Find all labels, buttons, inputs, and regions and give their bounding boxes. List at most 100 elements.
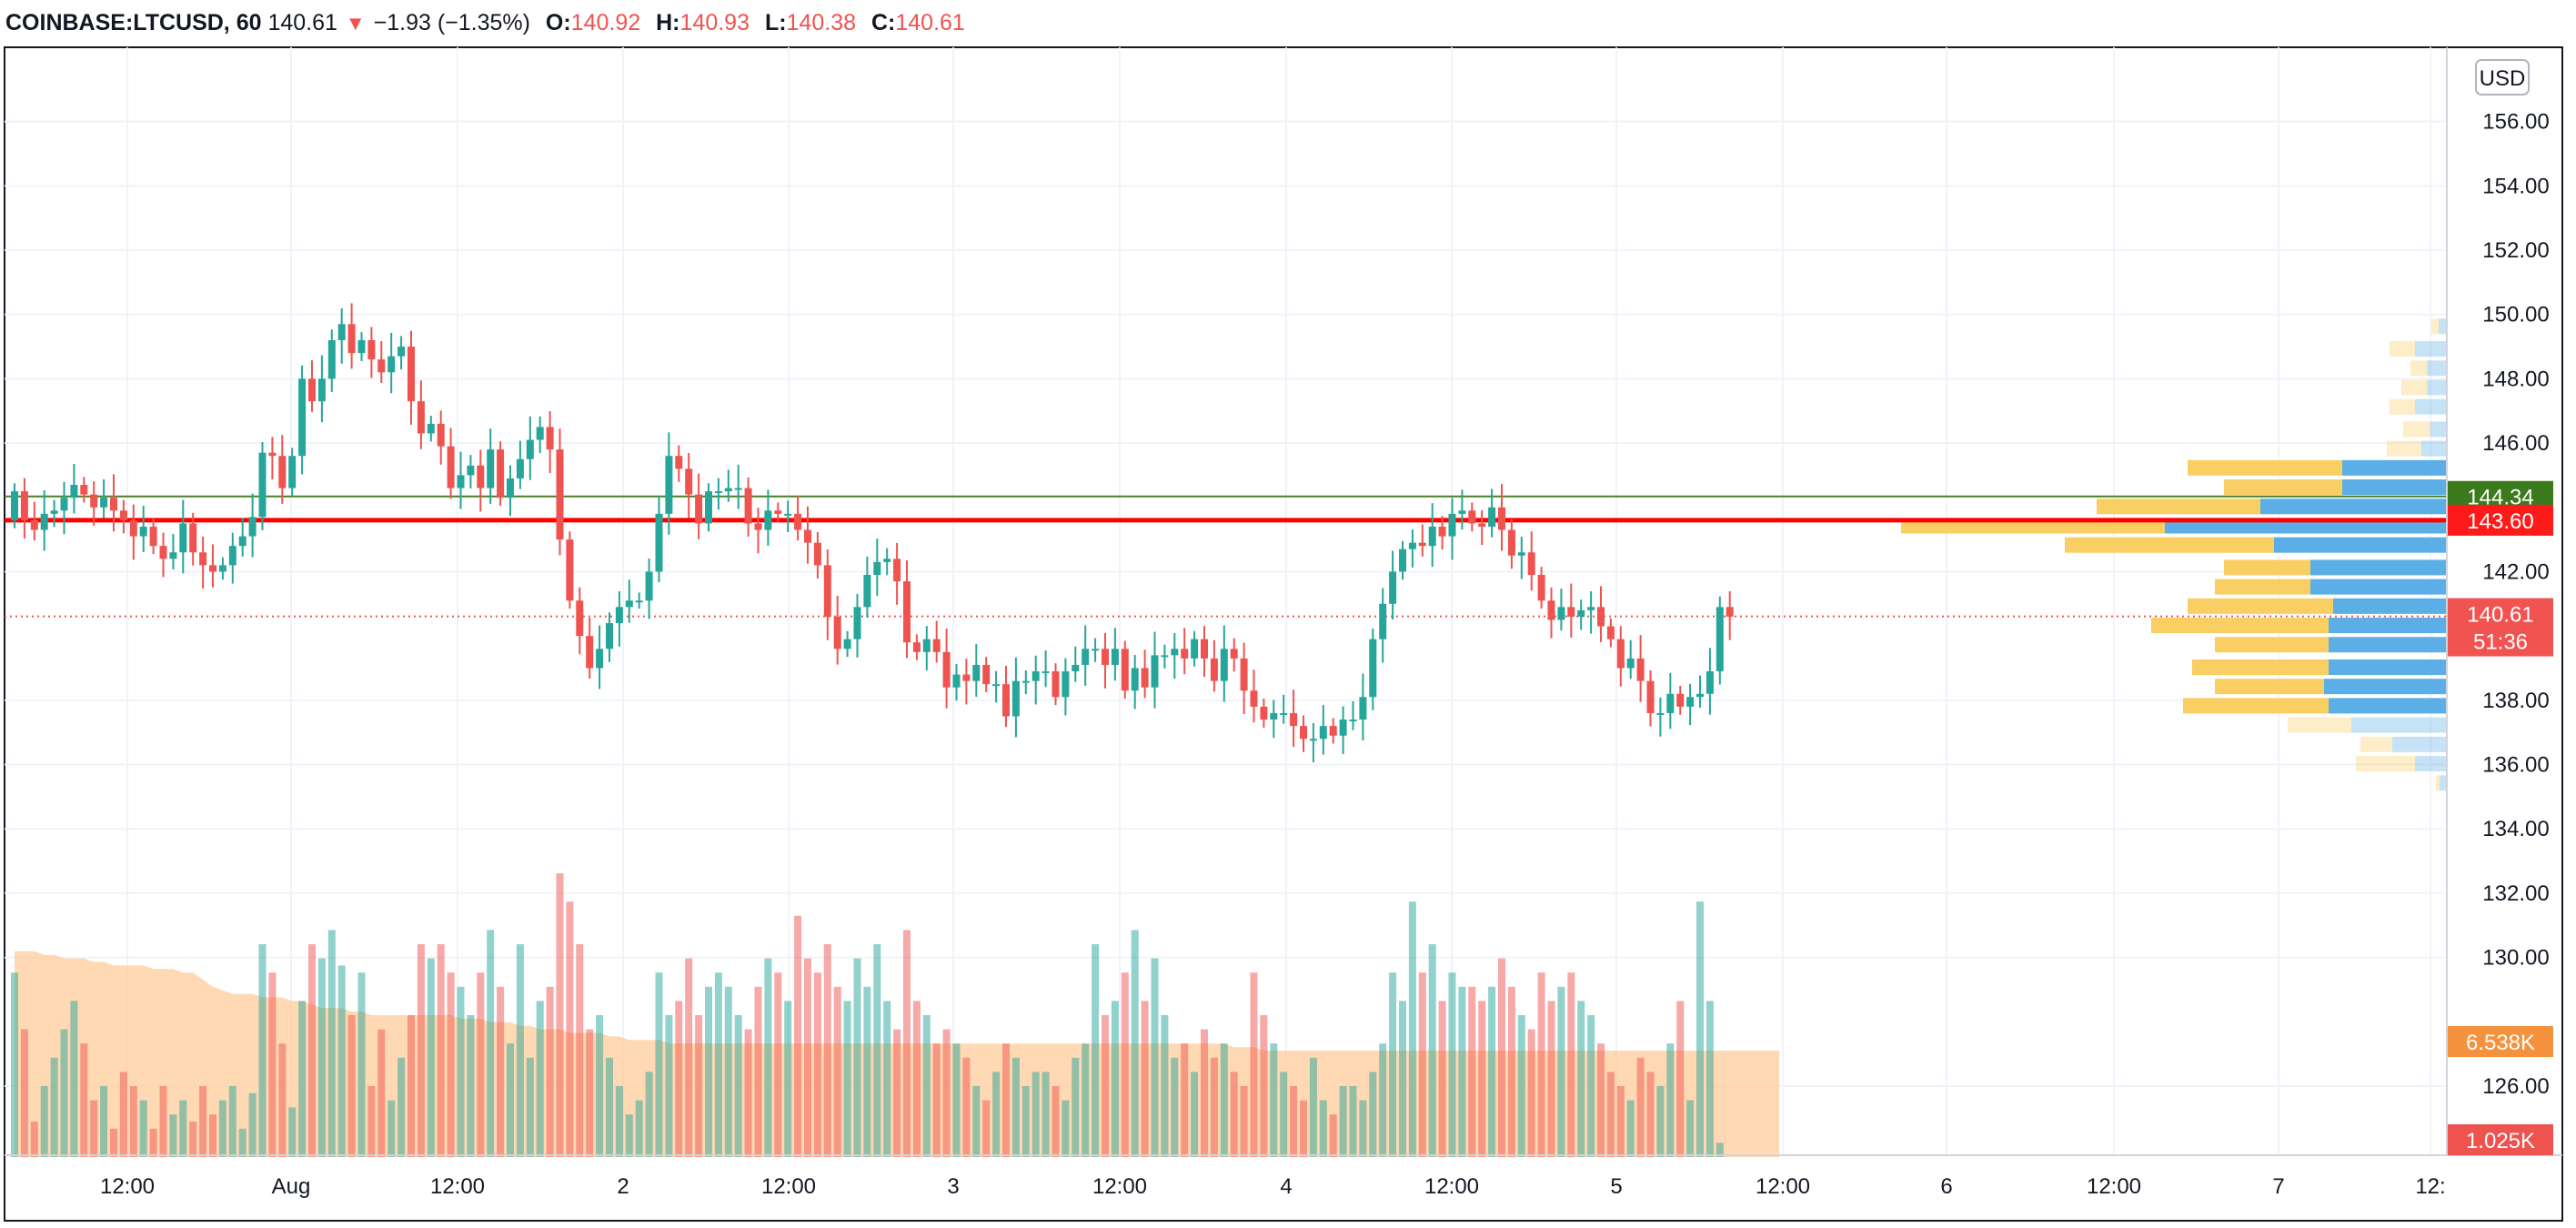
candle-body xyxy=(437,423,445,447)
volume-profile-up xyxy=(2274,537,2447,553)
candle-body xyxy=(50,510,58,514)
volume-bar xyxy=(962,1057,971,1157)
time-axis[interactable]: 12:00 Aug 12:00 2 12:00 3 12:00 4 12:00 5 12:00 6 12… xyxy=(100,1174,2446,1199)
price-tick-label: 146.00 xyxy=(2482,431,2549,456)
price-axis[interactable]: 156.00 154.00 152.00 150.00 148.00 146.00 142.… xyxy=(2482,110,2549,1099)
currency-button[interactable]: USD xyxy=(2475,59,2530,96)
candle-body xyxy=(655,513,663,572)
price-badge xyxy=(2448,504,2553,536)
candle-body xyxy=(853,607,861,639)
volume-bar xyxy=(1686,1100,1695,1157)
candle-body xyxy=(367,339,376,360)
volume-bar xyxy=(635,1100,643,1157)
candle-body xyxy=(705,491,712,524)
candle-body xyxy=(1181,649,1189,659)
volume-badge xyxy=(2448,1124,2553,1155)
candle-body xyxy=(1379,603,1387,639)
volume-bar xyxy=(1072,1057,1080,1157)
bar-countdown: 51:36 xyxy=(2473,630,2528,655)
volume-profile-up xyxy=(2329,618,2447,634)
horizontal-lines[interactable] xyxy=(5,495,2447,618)
candle-body xyxy=(1408,542,1416,549)
candle-body xyxy=(1220,649,1228,681)
volume-bar xyxy=(427,958,435,1157)
close-label: C: xyxy=(870,10,896,35)
candle-body xyxy=(288,456,297,488)
candle-body xyxy=(179,523,187,553)
candle-body xyxy=(387,356,396,373)
volume-bar xyxy=(843,1001,851,1157)
candle-body xyxy=(268,452,277,457)
candle-body xyxy=(972,664,981,681)
candle-body xyxy=(576,600,584,637)
volume-bar xyxy=(1438,1001,1446,1157)
currency-label[interactable]: USD xyxy=(2480,66,2526,91)
volume-profile-up xyxy=(2329,637,2447,653)
candle-body xyxy=(833,616,841,649)
volume-profile-up xyxy=(2427,360,2447,377)
volume-bar xyxy=(813,972,821,1157)
volume-bar xyxy=(576,944,584,1157)
volume-bar xyxy=(179,1100,187,1157)
candle-body xyxy=(1062,671,1070,698)
volume-bar xyxy=(1230,1072,1238,1157)
volume-bar xyxy=(932,1043,941,1157)
candle-body xyxy=(298,378,307,457)
candle-body xyxy=(734,488,742,490)
volume-bar xyxy=(248,1092,257,1157)
candle-body xyxy=(1498,507,1505,530)
currency-button-box[interactable] xyxy=(2475,59,2530,96)
volume-bar xyxy=(724,986,732,1157)
candle-body xyxy=(615,607,623,624)
volume-bar xyxy=(1349,1086,1357,1157)
candle-body xyxy=(199,552,207,566)
volume-profile-down xyxy=(2403,421,2430,438)
volume-profile xyxy=(1901,318,2447,791)
candles xyxy=(11,303,1734,763)
volume-bar xyxy=(1696,901,1704,1157)
candle-body xyxy=(1676,693,1685,707)
candle-body xyxy=(1111,649,1119,665)
volume-bar xyxy=(1359,1100,1367,1157)
volume-profile-down xyxy=(2183,698,2329,714)
volume-bar xyxy=(764,958,772,1157)
volume-bar xyxy=(228,1086,236,1157)
volume-bar xyxy=(794,915,802,1157)
candle-body xyxy=(823,565,831,617)
volume-bar xyxy=(1181,1043,1189,1157)
volume-bar xyxy=(1557,986,1565,1157)
volume-bar xyxy=(129,1086,137,1157)
volume-bar xyxy=(754,986,762,1157)
candle-body xyxy=(457,475,465,488)
candle-body xyxy=(1021,680,1030,683)
volume-bar xyxy=(1220,1043,1228,1157)
price-tick-label: 136.00 xyxy=(2482,753,2549,778)
candle-body xyxy=(1290,712,1298,727)
volume-profile-down xyxy=(2224,559,2310,576)
volume-bar xyxy=(546,986,554,1157)
volume-bar xyxy=(268,972,277,1157)
volume-bar xyxy=(189,1122,197,1157)
candle-body xyxy=(258,452,267,518)
volume-bar xyxy=(1646,1072,1655,1157)
volume-bar xyxy=(665,1015,673,1157)
volume-profile-up xyxy=(2260,498,2447,515)
candle-body xyxy=(1092,649,1100,651)
volume-bar xyxy=(110,1128,117,1157)
candle-body xyxy=(1656,712,1665,715)
candle-body xyxy=(942,651,951,688)
volume-bar xyxy=(556,873,564,1157)
volume-profile-down xyxy=(2436,775,2440,791)
time-tick-label: 12:00 xyxy=(2087,1174,2141,1199)
volume-bar xyxy=(1547,1001,1555,1157)
volume-profile-down xyxy=(2215,579,2310,595)
volume-bar xyxy=(1567,972,1575,1157)
volume-bar xyxy=(1021,1086,1030,1157)
volume-bar xyxy=(1507,986,1515,1157)
candle-body xyxy=(526,439,534,459)
volume-profile-down xyxy=(2390,341,2415,357)
volume-bar xyxy=(1448,972,1456,1157)
candle-body xyxy=(883,559,891,562)
